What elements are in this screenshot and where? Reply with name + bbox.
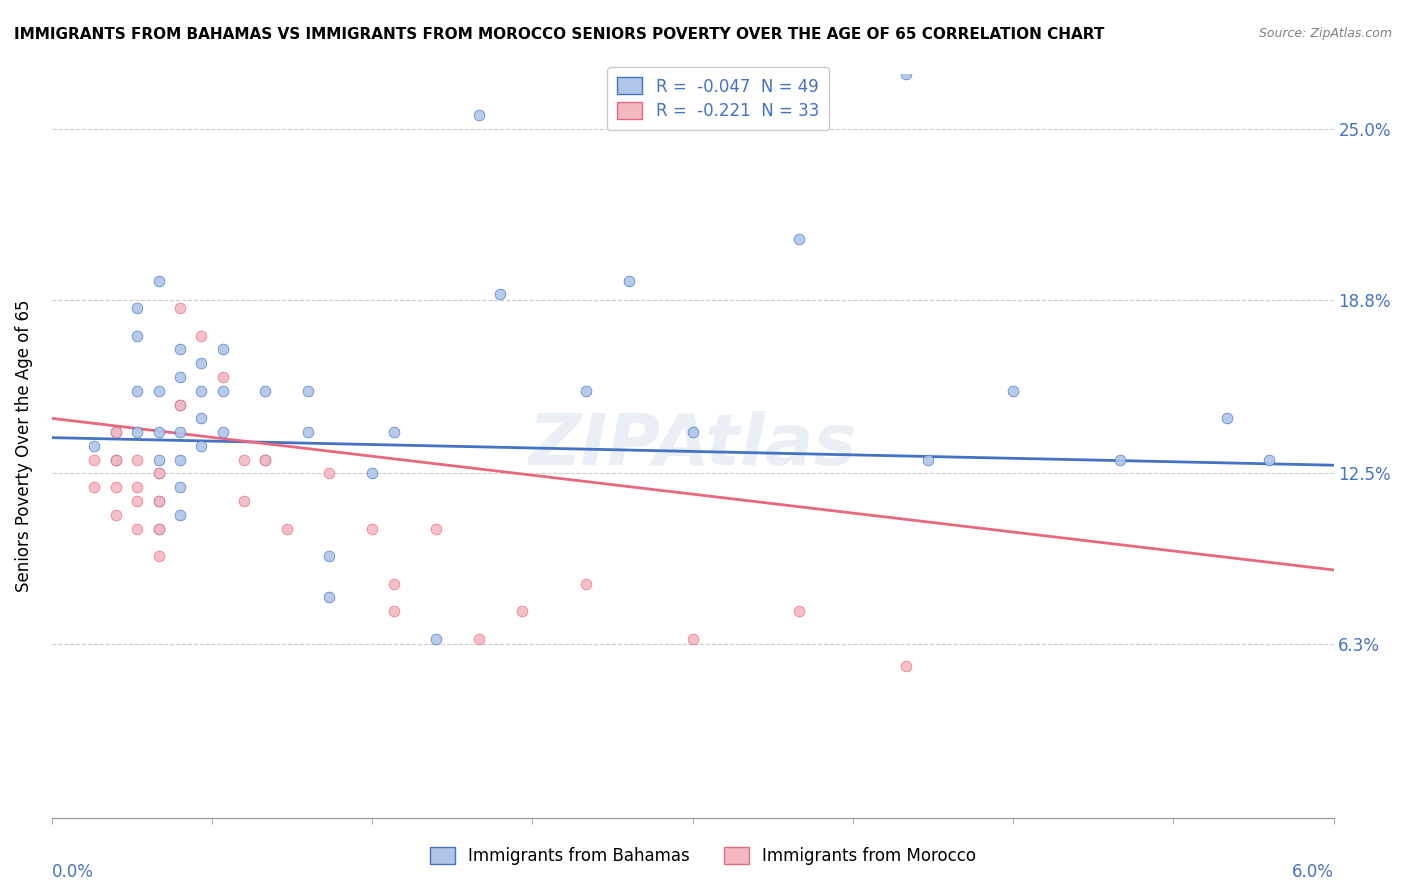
Point (169, 370, 191, 384)
Point (211, 343, 233, 357)
Point (148, 522, 170, 536)
Point (382, 425, 405, 439)
Text: 6.0%: 6.0% (1292, 863, 1333, 880)
Point (148, 452, 170, 467)
Point (104, 480, 127, 494)
Point (1258, 452, 1281, 467)
Point (148, 494, 170, 508)
Point (682, 425, 704, 439)
Point (789, 604, 811, 618)
Point (127, 301, 149, 315)
Point (148, 274, 170, 288)
Point (1215, 411, 1237, 425)
Point (127, 522, 149, 536)
Point (211, 384, 233, 398)
Point (104, 452, 127, 467)
Point (297, 425, 319, 439)
Point (169, 398, 191, 412)
Point (190, 356, 212, 370)
Point (896, 659, 918, 673)
Legend: R =  -0.047  N = 49, R =  -0.221  N = 33: R = -0.047 N = 49, R = -0.221 N = 33 (607, 68, 830, 130)
Point (425, 632, 447, 646)
Point (127, 425, 149, 439)
Point (211, 370, 233, 384)
Point (169, 398, 191, 412)
Point (104, 452, 127, 467)
Point (510, 604, 533, 618)
Point (682, 632, 704, 646)
Point (169, 508, 191, 522)
Point (789, 232, 811, 246)
Point (148, 522, 170, 536)
Point (169, 425, 191, 439)
Point (127, 494, 149, 508)
Point (896, 67, 918, 81)
Point (575, 576, 598, 591)
Text: Source: ZipAtlas.com: Source: ZipAtlas.com (1258, 27, 1392, 40)
Point (169, 452, 191, 467)
Point (617, 274, 640, 288)
Point (254, 384, 277, 398)
Point (127, 480, 149, 494)
Point (190, 439, 212, 453)
Point (104, 425, 127, 439)
Point (361, 467, 384, 481)
Legend: Immigrants from Bahamas, Immigrants from Morocco: Immigrants from Bahamas, Immigrants from… (420, 837, 986, 875)
Point (489, 287, 512, 301)
Point (148, 425, 170, 439)
Point (148, 467, 170, 481)
Point (297, 384, 319, 398)
Point (254, 452, 277, 467)
Point (127, 384, 149, 398)
Text: IMMIGRANTS FROM BAHAMAS VS IMMIGRANTS FROM MOROCCO SENIORS POVERTY OVER THE AGE : IMMIGRANTS FROM BAHAMAS VS IMMIGRANTS FR… (14, 27, 1105, 42)
Point (468, 108, 491, 122)
Point (148, 549, 170, 563)
Point (318, 549, 340, 563)
Point (425, 522, 447, 536)
Point (318, 467, 340, 481)
Text: 0.0%: 0.0% (52, 863, 94, 880)
Point (148, 467, 170, 481)
Point (83, 439, 105, 453)
Point (276, 522, 298, 536)
Text: ZIPAtlas: ZIPAtlas (529, 411, 856, 481)
Point (127, 328, 149, 343)
Point (575, 384, 598, 398)
Point (169, 301, 191, 315)
Point (254, 452, 277, 467)
Point (127, 452, 149, 467)
Point (1109, 452, 1132, 467)
Point (917, 452, 939, 467)
Point (83, 452, 105, 467)
Point (468, 632, 491, 646)
Point (382, 604, 405, 618)
Point (148, 384, 170, 398)
Point (382, 576, 405, 591)
Point (233, 452, 256, 467)
Point (361, 522, 384, 536)
Y-axis label: Seniors Poverty Over the Age of 65: Seniors Poverty Over the Age of 65 (15, 300, 32, 592)
Point (169, 480, 191, 494)
Point (104, 508, 127, 522)
Point (318, 591, 340, 605)
Point (211, 425, 233, 439)
Point (1002, 384, 1025, 398)
Point (83, 480, 105, 494)
Point (169, 343, 191, 357)
Point (148, 494, 170, 508)
Point (104, 425, 127, 439)
Point (190, 411, 212, 425)
Point (190, 384, 212, 398)
Point (190, 328, 212, 343)
Point (233, 494, 256, 508)
